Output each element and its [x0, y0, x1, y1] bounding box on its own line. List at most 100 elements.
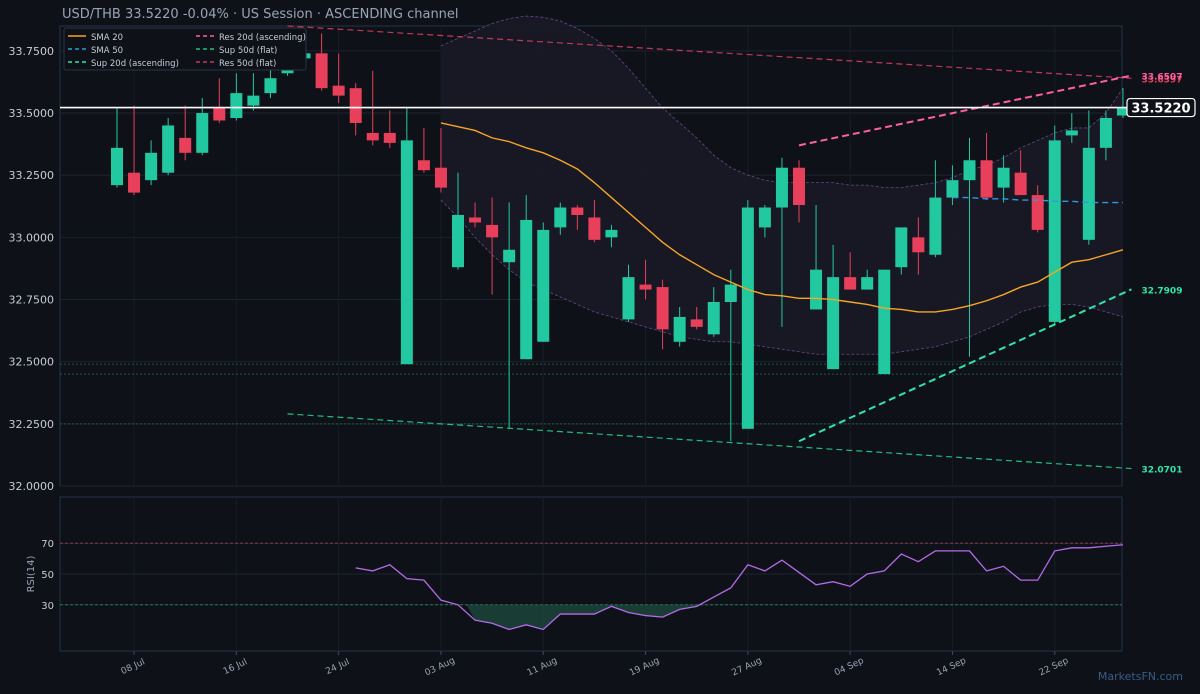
candle-body [128, 172, 141, 193]
candle-body [1048, 140, 1061, 322]
sma20-line [440, 122, 1124, 313]
candle-body [793, 167, 805, 206]
candle-body [741, 207, 754, 429]
candle-body [366, 132, 379, 141]
candle-body [111, 147, 123, 186]
candle-body [980, 160, 993, 198]
sma50-line [952, 196, 1123, 204]
header-change: -0.04% [183, 7, 229, 22]
candle-body [639, 284, 652, 290]
candle-body [758, 207, 771, 228]
candle-body [1099, 118, 1112, 148]
candle-body [1014, 172, 1027, 196]
price-tick-label: 32.0000 [9, 480, 55, 493]
candle-body [997, 167, 1010, 188]
candle-body [179, 137, 192, 153]
rsi-tick-label: 50 [41, 570, 54, 581]
candle-body [775, 167, 788, 208]
candle-body [861, 277, 874, 290]
candle-body [315, 53, 328, 89]
candle-body [469, 217, 482, 223]
sup50-line [287, 413, 1132, 470]
candle-body [844, 277, 857, 290]
rsi-tick-label: 30 [41, 601, 54, 612]
candle-body [213, 108, 226, 121]
candle-body [895, 227, 908, 268]
bollinger-lower [440, 199, 1124, 355]
candle-body [162, 125, 175, 173]
legend-label: SMA 20 [91, 33, 123, 43]
candle-body [827, 277, 840, 370]
candle-body [912, 237, 925, 253]
candle-body [434, 167, 447, 188]
header-price: 33.5220 [125, 7, 179, 22]
candle-body [656, 287, 669, 330]
res50-line [287, 25, 1132, 79]
res20-label: 33.6507 [1141, 73, 1182, 83]
watermark: MarketsFN.com [1098, 670, 1183, 683]
price-tick-label: 32.5000 [9, 356, 55, 369]
candle-body [707, 302, 720, 335]
legend: SMA 20 SMA 50 Sup 20d (ascending) Res 20d (… [63, 27, 307, 71]
rsi-oversold-fill [466, 604, 706, 630]
candle-body [247, 95, 260, 106]
candle-body [554, 207, 567, 228]
price-tick-label: 33.2500 [9, 169, 55, 182]
chart-header: USD/THB 33.5220 -0.04% · US Session · AS… [62, 7, 459, 22]
legend-label: Res 20d (ascending) [219, 33, 306, 43]
legend-box [63, 27, 307, 71]
candle-body [1031, 195, 1044, 230]
candle-body [486, 224, 499, 238]
candle-body [946, 180, 959, 198]
header-symbol: USD/THB [62, 7, 121, 22]
price-tick-label: 32.7500 [9, 294, 55, 307]
candle-body [1116, 108, 1129, 116]
res50-label: 33.6397 [1141, 75, 1182, 85]
candle-body [1065, 130, 1078, 136]
header-session: US Session [241, 7, 313, 22]
legend-label: Sup 50d (flat) [219, 46, 277, 56]
candle-body [383, 132, 396, 143]
rsi-tick-label: 70 [41, 539, 54, 550]
rsi-line [355, 544, 1124, 631]
header-pattern: ASCENDING channel [325, 7, 458, 22]
current-price-label: 33.5220 [1131, 102, 1190, 117]
candle-body [537, 229, 550, 342]
candle-body [503, 249, 516, 263]
sup20-label: 32.7909 [1141, 286, 1182, 296]
sup50-label: 32.0701 [1141, 466, 1182, 476]
current-price-tag [1126, 97, 1196, 118]
candle-body [349, 88, 362, 123]
candle-body [810, 269, 823, 310]
candle-body [145, 152, 158, 181]
candle-body [264, 78, 277, 94]
legend-label: SMA 50 [91, 46, 123, 56]
candle-body [196, 113, 209, 153]
candle-body [571, 207, 584, 215]
price-tick-label: 32.2500 [9, 418, 55, 431]
candle-body [452, 214, 464, 268]
legend-label: Res 50d (flat) [219, 59, 276, 69]
legend-label: Sup 20d (ascending) [91, 59, 179, 69]
candle-body [622, 277, 635, 320]
candle-body [673, 316, 686, 342]
candle-body [963, 160, 976, 181]
candle-body [724, 284, 737, 302]
price-tick-label: 33.5000 [9, 107, 55, 120]
rsi-axis-label: RSI(14) [26, 556, 37, 593]
sup20-line [798, 288, 1132, 443]
candle-body [1082, 147, 1095, 240]
candle-body [929, 197, 942, 255]
candle-body [230, 93, 243, 118]
res20-line [798, 74, 1132, 147]
candle-body [417, 160, 430, 171]
candle-body [332, 85, 345, 96]
candle-body [878, 269, 891, 375]
candle-body [520, 219, 533, 360]
candle-body [400, 140, 413, 365]
candle-body [588, 217, 601, 240]
candle-body [605, 229, 618, 238]
price-tick-label: 33.7500 [9, 45, 55, 58]
